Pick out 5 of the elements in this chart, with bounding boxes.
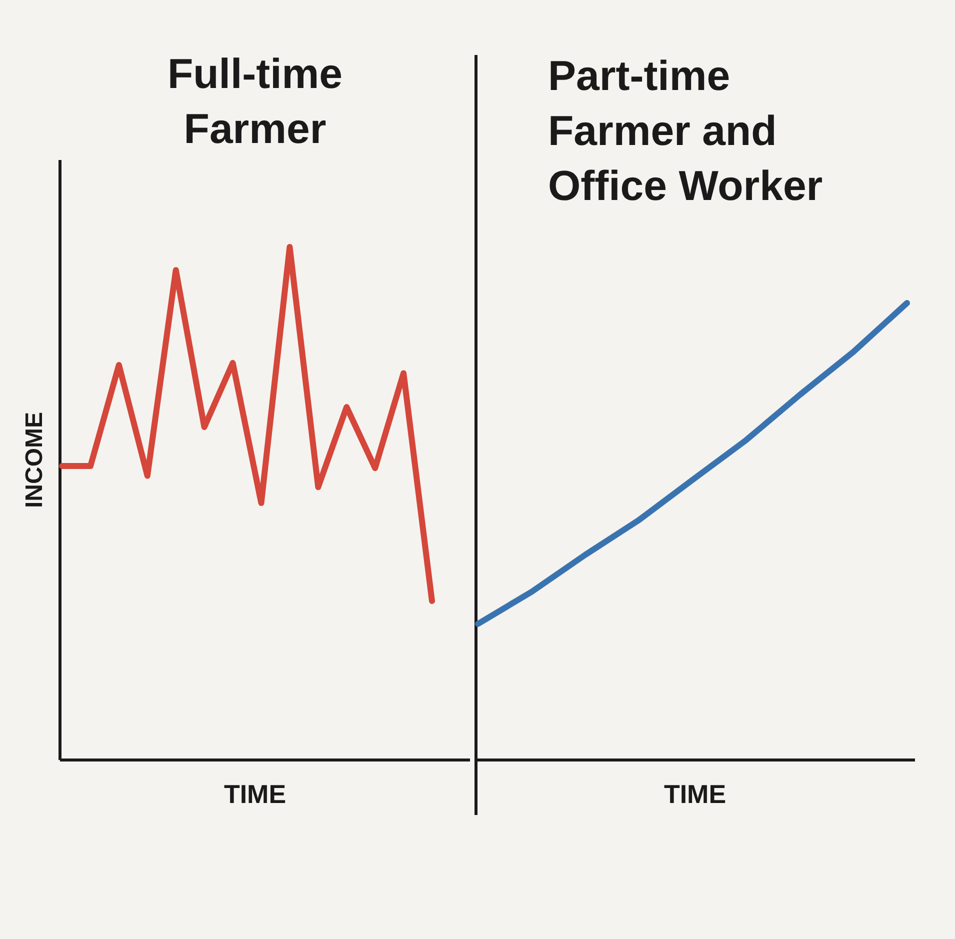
chart-title: Part-time Farmer and Office Worker [548,52,823,209]
chart-title: Full-time Farmer [168,50,342,152]
y-axis-title: INCOME [21,412,48,508]
x-axis-title: TIME [224,779,286,809]
x-axis-title: TIME [664,779,726,809]
